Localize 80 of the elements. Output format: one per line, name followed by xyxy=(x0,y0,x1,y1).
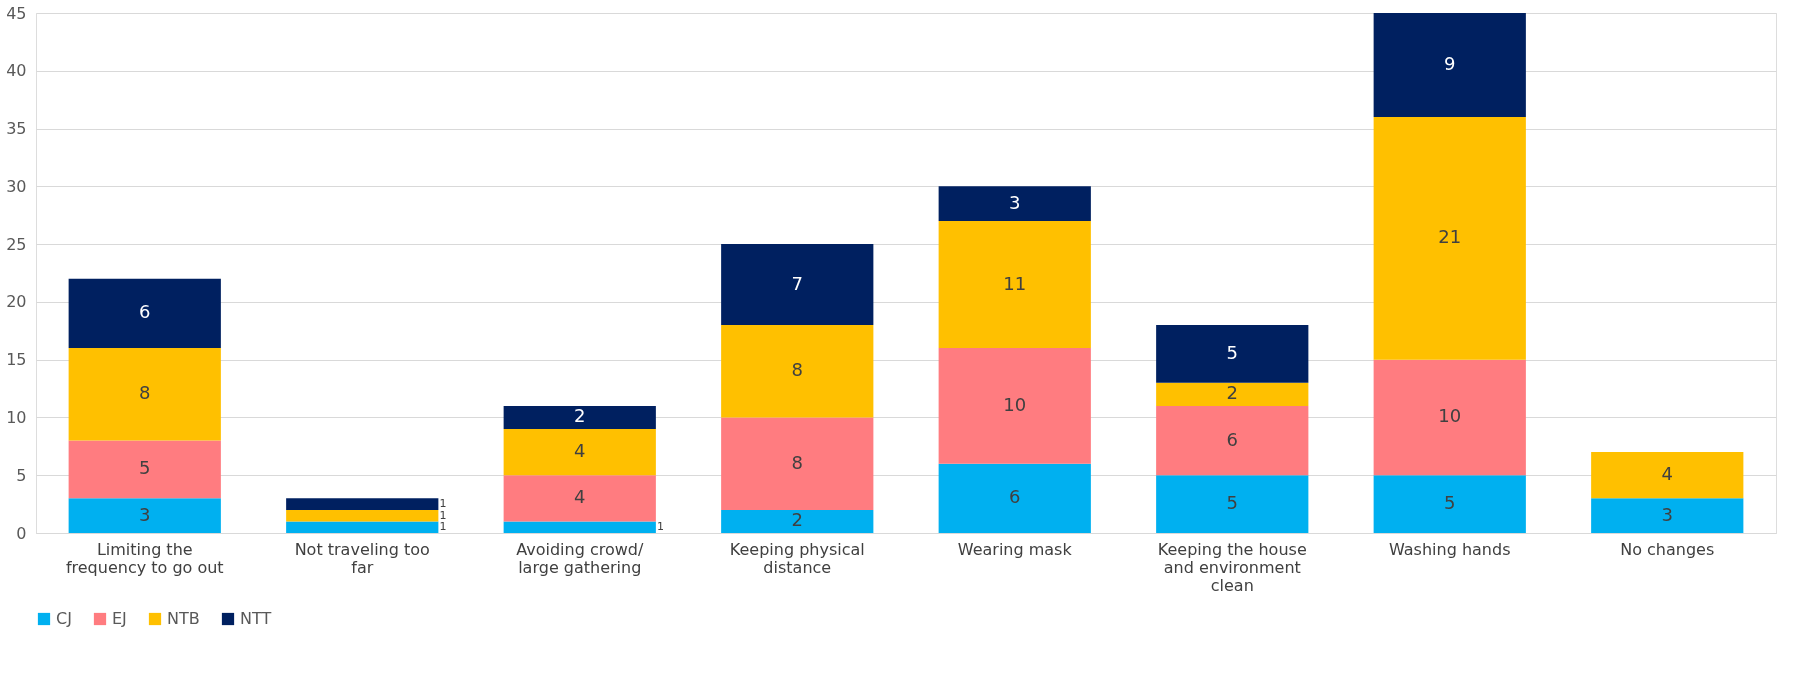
bar xyxy=(503,521,656,533)
y-tick-label: 30 xyxy=(6,176,27,196)
data-label: 5 xyxy=(1226,492,1238,514)
data-label: 5 xyxy=(139,457,151,479)
x-tick-label: Limiting the frequency to go out xyxy=(65,539,224,577)
data-label: 21 xyxy=(1438,226,1462,248)
bar xyxy=(721,244,874,325)
bar xyxy=(1156,382,1309,406)
bar xyxy=(68,498,221,533)
bar xyxy=(1373,13,1526,117)
data-label: 1 xyxy=(439,520,447,534)
data-label: 8 xyxy=(139,382,151,404)
data-label: 10 xyxy=(1438,405,1462,427)
data-label: 8 xyxy=(791,451,803,473)
legend-label: NTB xyxy=(167,609,200,628)
bar xyxy=(1373,359,1526,476)
data-label: 2 xyxy=(791,509,803,531)
x-tick-label: Avoiding crowd/ large gathering xyxy=(516,539,644,577)
data-label: 9 xyxy=(1444,53,1456,74)
data-label: 6 xyxy=(1226,428,1238,450)
y-tick-label: 15 xyxy=(6,350,27,370)
bar xyxy=(1591,452,1744,499)
bar xyxy=(938,186,1091,221)
data-label: 3 xyxy=(1661,503,1673,525)
bar xyxy=(503,405,656,429)
y-tick-label: 45 xyxy=(6,3,27,23)
y-tick-label: 20 xyxy=(6,292,27,312)
bar xyxy=(68,278,221,349)
data-label: 5 xyxy=(1226,341,1238,363)
y-tick-label: 25 xyxy=(6,234,27,254)
data-label: 8 xyxy=(791,359,803,381)
data-label: 4 xyxy=(574,440,586,462)
bar xyxy=(1373,117,1526,360)
data-label: 6 xyxy=(1009,486,1021,508)
bar xyxy=(938,348,1091,464)
legend-label: EJ xyxy=(112,609,127,628)
y-tick-label: 40 xyxy=(6,61,27,81)
bar xyxy=(503,429,656,476)
bar xyxy=(1156,405,1309,476)
data-label: 6 xyxy=(139,301,151,323)
data-label: 3 xyxy=(1009,191,1021,213)
y-tick-label: 35 xyxy=(6,119,27,139)
x-tick-label: Washing hands xyxy=(1389,539,1511,559)
bar xyxy=(503,475,656,522)
data-label: 2 xyxy=(574,405,586,427)
x-tick-label: Keeping physical distance xyxy=(729,539,865,577)
y-tick-label: 0 xyxy=(16,523,27,543)
y-tick-label: 10 xyxy=(6,407,27,427)
x-tick-label: No changes xyxy=(1620,539,1715,559)
bar xyxy=(1156,325,1309,383)
bar xyxy=(938,463,1091,533)
data-label: 7 xyxy=(791,272,803,294)
bar xyxy=(286,498,439,510)
data-label: 5 xyxy=(1444,492,1456,514)
data-label: 4 xyxy=(574,486,586,508)
data-label: 2 xyxy=(1226,382,1238,404)
bar xyxy=(721,509,874,533)
data-label: 1 xyxy=(439,497,447,511)
bar xyxy=(1373,475,1526,533)
bar xyxy=(68,440,221,499)
bar xyxy=(721,417,874,510)
legend-label: NTT xyxy=(240,609,272,628)
bar xyxy=(286,521,439,533)
bar xyxy=(1591,498,1744,533)
bar xyxy=(938,221,1091,349)
data-label: 1 xyxy=(657,520,665,534)
x-tick-label: Not traveling too far xyxy=(294,539,430,577)
data-label: 1 xyxy=(439,508,447,522)
bar xyxy=(1156,475,1309,533)
data-label: 3 xyxy=(139,503,151,525)
x-tick-label: Wearing mask xyxy=(957,539,1073,559)
data-label: 10 xyxy=(1003,393,1027,415)
data-label: 4 xyxy=(1661,463,1673,485)
bar xyxy=(721,325,874,418)
y-tick-label: 5 xyxy=(16,465,27,485)
legend-label: CJ xyxy=(56,609,72,628)
x-tick-label: Keeping the house and environment clean xyxy=(1157,539,1307,595)
bar xyxy=(286,509,439,522)
bar xyxy=(68,348,221,441)
data-label: 11 xyxy=(1003,272,1027,294)
